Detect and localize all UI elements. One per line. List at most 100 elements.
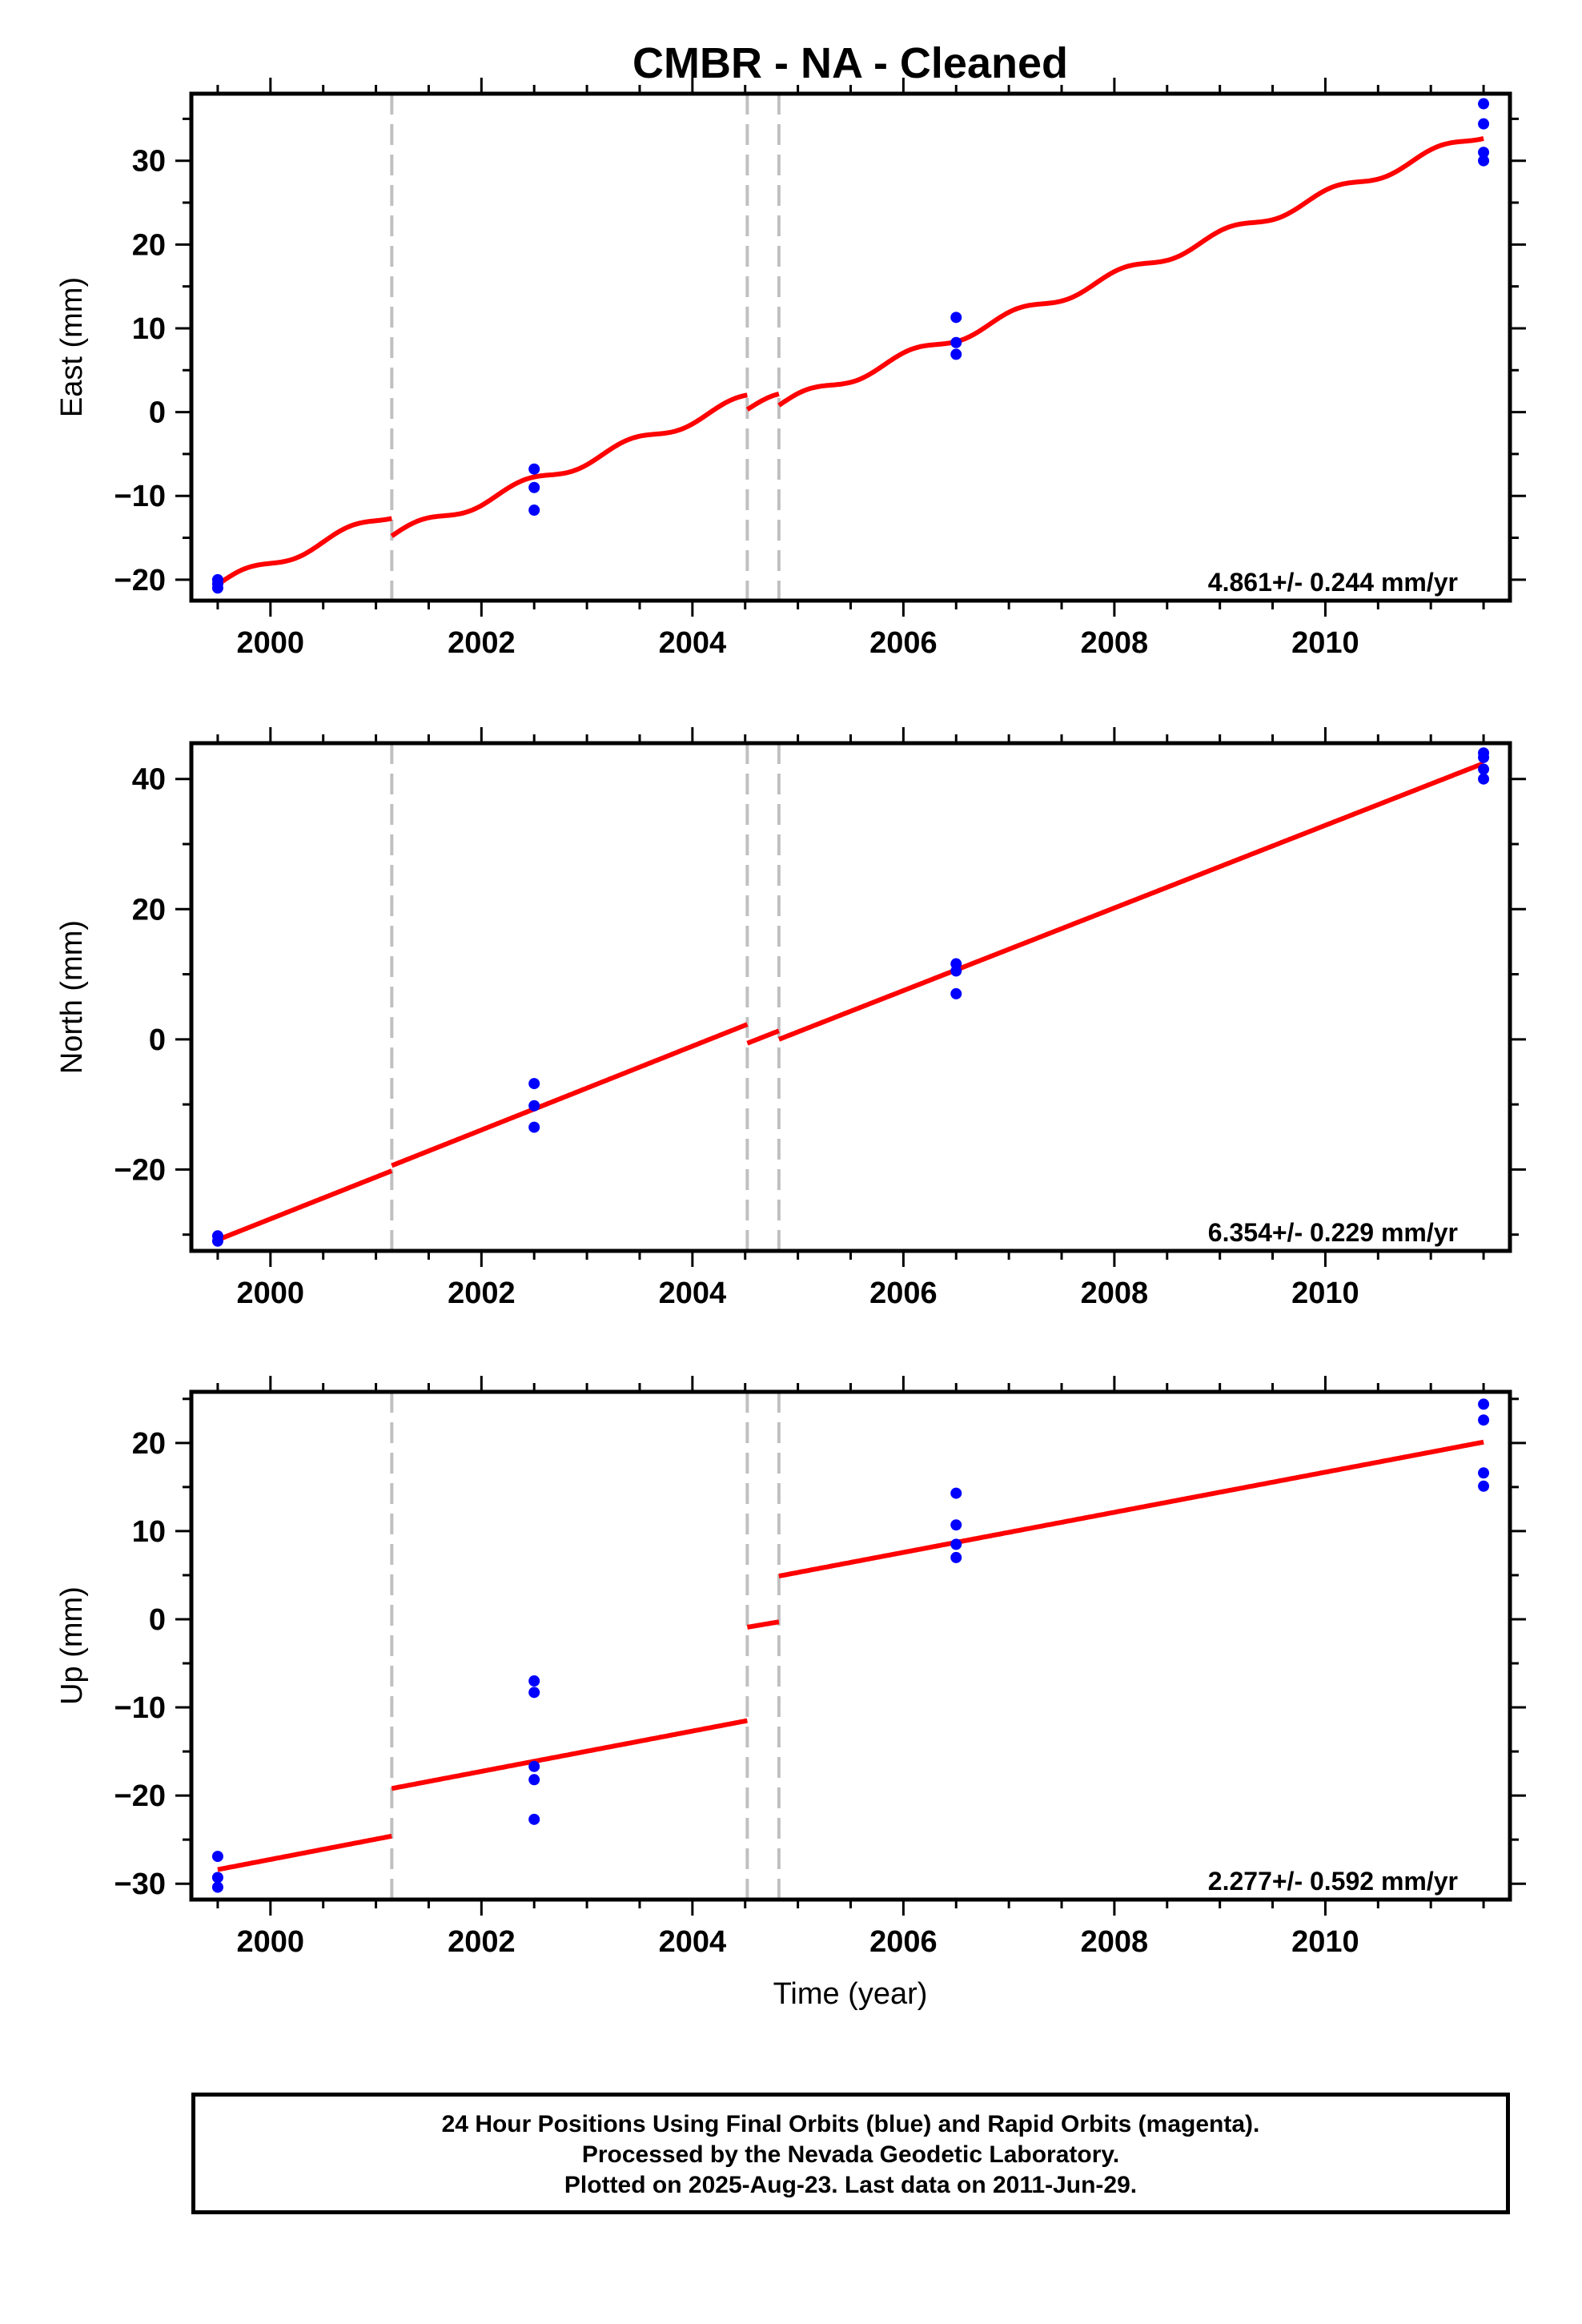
model-segment-4 (777, 761, 1485, 1042)
data-point (950, 1519, 962, 1531)
data-point (1478, 1467, 1490, 1479)
data-point (1478, 98, 1490, 110)
y-axis-label: Up (mm) (55, 1586, 89, 1705)
y-tick-label: −10 (114, 480, 166, 513)
data-point (1478, 155, 1490, 167)
footer-line-3: Plotted on 2025-Aug-23. Last data on 201… (564, 2172, 1138, 2198)
y-tick-label: 20 (132, 228, 166, 262)
data-point (528, 1760, 540, 1772)
x-tick-label: 2002 (448, 1925, 516, 1959)
y-tick-label: 0 (149, 1603, 166, 1637)
model-segment-1 (217, 1833, 393, 1872)
model-segment-2 (391, 1022, 749, 1168)
x-tick-label: 2010 (1291, 1277, 1359, 1310)
data-point (950, 348, 962, 360)
chart-title: CMBR - NA - Cleaned (632, 39, 1068, 87)
panels-group: 2000 2002 2004 2006 2008 2010−20−100102030Eas… (55, 78, 1526, 1959)
model-segment-1 (216, 516, 393, 587)
x-tick-label: 2010 (1291, 1925, 1359, 1959)
data-point (211, 1872, 223, 1884)
model-segment-3 (746, 1619, 780, 1630)
x-tick-label: 2006 (869, 626, 938, 660)
data-point (950, 965, 962, 977)
data-point (528, 1687, 540, 1699)
data-point (528, 1675, 540, 1687)
x-tick-label: 2004 (659, 1277, 727, 1310)
data-point (211, 582, 223, 594)
x-tick-label: 2010 (1291, 626, 1359, 660)
data-point (1478, 147, 1490, 159)
footer-caption: 24 Hour Positions Using Final Orbits (bl… (191, 2093, 1510, 2214)
footer-line-1: 24 Hour Positions Using Final Orbits (bl… (441, 2111, 1260, 2137)
data-point (211, 1851, 223, 1863)
x-tick-label: 2008 (1081, 1277, 1149, 1310)
model-segment-3 (746, 1028, 780, 1046)
data-point (1478, 1480, 1490, 1492)
y-tick-label: −30 (114, 1868, 166, 1901)
data-point (950, 1538, 962, 1550)
y-tick-label: −10 (114, 1691, 166, 1725)
data-point (950, 312, 962, 324)
x-tick-label: 2000 (237, 1277, 305, 1310)
x-tick-label: 2008 (1081, 626, 1149, 660)
model-segment-2 (390, 392, 749, 538)
y-tick-label: 10 (132, 312, 166, 346)
data-point (528, 505, 540, 517)
model-segment-3 (745, 392, 780, 412)
x-tick-label: 2004 (659, 626, 727, 660)
plot-frame (189, 741, 1512, 1253)
y-tick-label: −20 (114, 564, 166, 597)
footer-line-2: Processed by the Nevada Geodetic Laborat… (581, 2141, 1120, 2168)
data-point (1478, 118, 1490, 130)
rate-annotation: 6.354+/- 0.229 mm/yr (1208, 1218, 1458, 1247)
data-point (1478, 1398, 1490, 1410)
y-tick-label: 30 (132, 145, 166, 179)
x-tick-label: 2004 (659, 1925, 727, 1959)
y-tick-label: 40 (132, 763, 166, 797)
plot-frame (189, 91, 1512, 603)
model-segment-4 (778, 1439, 1484, 1578)
data-point (950, 1487, 962, 1499)
y-axis-label: North (mm) (55, 920, 89, 1074)
data-point (950, 336, 962, 348)
model-segment-4 (777, 135, 1484, 408)
y-tick-label: 10 (132, 1515, 166, 1549)
data-point (1478, 763, 1490, 775)
x-tick-label: 2006 (869, 1277, 938, 1310)
plot-frame (189, 1389, 1512, 1902)
data-point (528, 1100, 540, 1112)
y-tick-label: 0 (149, 1023, 166, 1057)
data-point (528, 1813, 540, 1825)
y-axis-label: East (mm) (55, 277, 89, 417)
y-tick-label: 0 (149, 396, 166, 430)
data-point (528, 1774, 540, 1786)
model-segment-2 (391, 1718, 749, 1791)
data-point (528, 1121, 540, 1133)
data-point (950, 987, 962, 999)
x-axis-label: Time (year) (773, 1977, 928, 2011)
x-tick-label: 2006 (869, 1925, 938, 1959)
panel-3: 2000 2002 2004 2006 2008 2010 −30 −20 −10 0 10 20 Up… (55, 1376, 1526, 1959)
panel-1: 2000 2002 2004 2006 2008 2010 −20 −10 0 10 20 30 Eas… (55, 78, 1526, 660)
model-segment-1 (216, 1168, 393, 1242)
x-tick-label: 2008 (1081, 1925, 1149, 1959)
y-tick-label: 20 (132, 1427, 166, 1461)
data-point (211, 1235, 223, 1247)
rate-annotation: 4.861+/- 0.244 mm/yr (1208, 568, 1458, 597)
data-point (528, 463, 540, 475)
data-point (1478, 1414, 1490, 1426)
x-tick-label: 2002 (448, 1277, 516, 1310)
rate-annotation: 2.277+/- 0.592 mm/yr (1208, 1867, 1458, 1896)
panel-2: 2000 2002 2004 2006 2008 2010 −20 0 20 40 North (m… (55, 727, 1526, 1310)
x-tick-label: 2000 (237, 1925, 305, 1959)
data-point (1478, 773, 1490, 785)
x-tick-label: 2000 (237, 626, 305, 660)
data-point (528, 1078, 540, 1090)
data-point (211, 1881, 223, 1893)
y-tick-label: 20 (132, 893, 166, 927)
x-tick-label: 2002 (448, 626, 516, 660)
data-point (1478, 751, 1490, 763)
data-point (528, 481, 540, 493)
data-point (950, 1551, 962, 1563)
